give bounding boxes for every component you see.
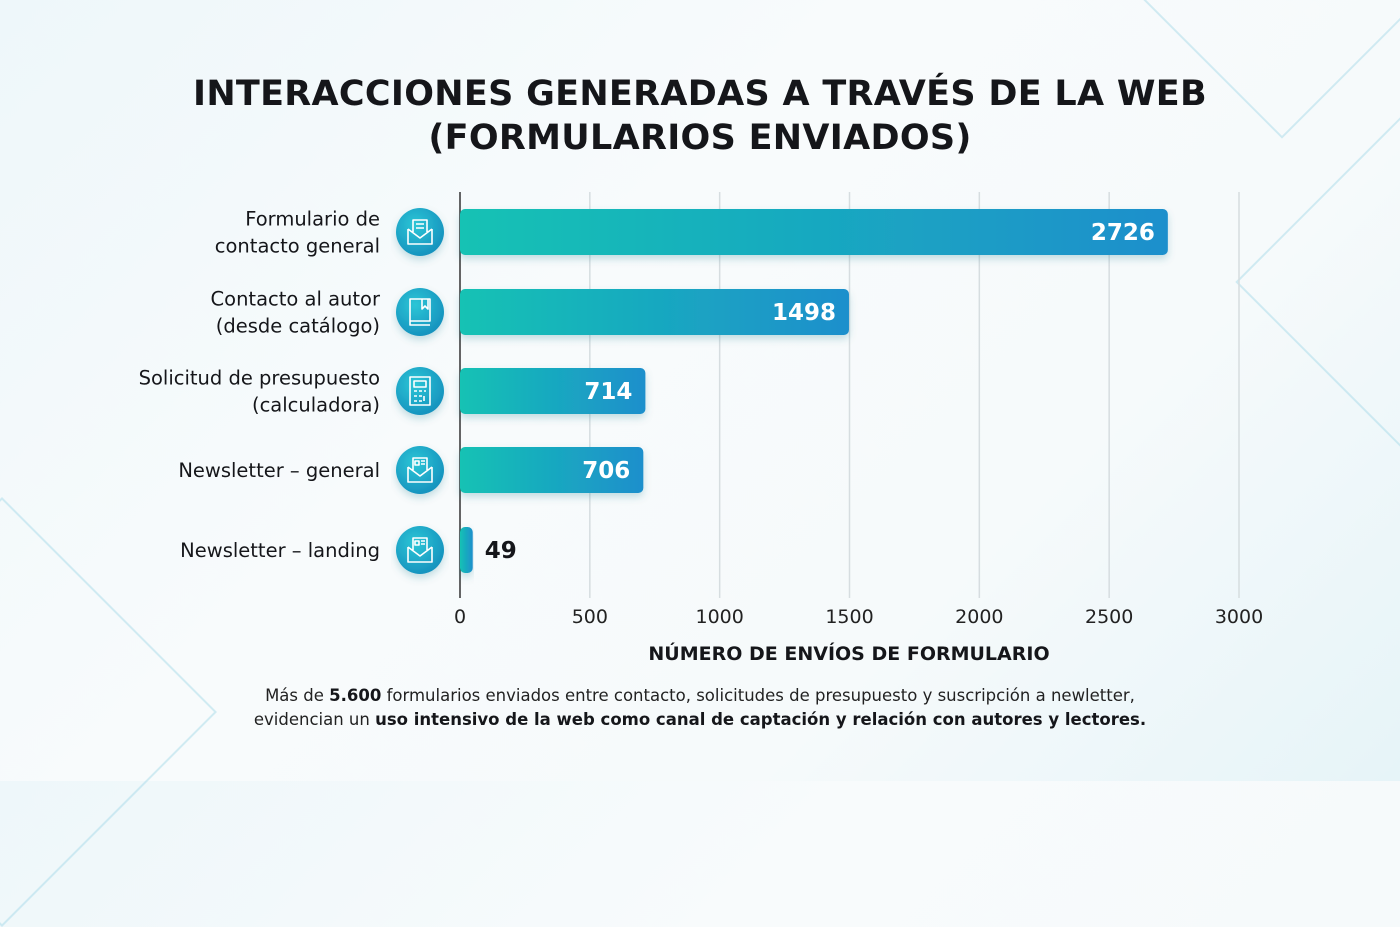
footer-highlight: 5.600 [329, 686, 382, 705]
x-tick-label: 2000 [955, 606, 1003, 628]
category-label: Contacto al autor [211, 288, 381, 311]
chart-title-line-2: (FORMULARIOS ENVIADOS) [428, 118, 972, 158]
category-label: Newsletter – general [178, 459, 380, 482]
x-tick-label: 1500 [825, 606, 873, 628]
chart-title-line-1: INTERACCIONES GENERADAS A TRAVÉS DE LA W… [193, 74, 1207, 114]
bar [460, 289, 849, 335]
footer-text: formularios enviados entre contacto, sol… [381, 686, 1135, 705]
category-label: Solicitud de presupuesto [139, 367, 380, 390]
x-tick-label: 2500 [1085, 606, 1133, 628]
icon-circle [396, 526, 444, 574]
icon-circle [396, 208, 444, 256]
bar-value-label: 706 [582, 458, 630, 484]
footer-highlight: uso intensivo de la web como canal de ca… [375, 710, 1147, 729]
x-tick-label: 3000 [1215, 606, 1263, 628]
bar-chart: 0 500 1000 1500 2000 2500 3000 2726 Formulario d… [139, 192, 1263, 665]
open-envelope-letter-icon-glyph [407, 219, 433, 245]
category-label: contacto general [215, 235, 380, 258]
newsletter-envelope-icon-glyph [407, 457, 433, 483]
x-tick-label: 0 [454, 606, 466, 628]
calculator-icon [396, 367, 444, 415]
bar [460, 447, 644, 493]
footer-note: Más de 5.600 formularios enviados entre … [0, 684, 1400, 732]
bar [460, 368, 646, 414]
newsletter-envelope-icon [396, 526, 444, 574]
x-tick-label: 500 [572, 606, 608, 628]
bar-value-label: 1498 [772, 300, 836, 326]
bar-value-label: 2726 [1091, 220, 1155, 246]
calculator-icon-glyph [409, 376, 431, 406]
category-label: Formulario de [245, 208, 380, 231]
newsletter-envelope-icon [396, 446, 444, 494]
icon-circle [396, 288, 444, 336]
bar [460, 209, 1168, 255]
bar-value-label: 49 [485, 538, 517, 564]
footer-text: evidencian un [253, 710, 376, 729]
newsletter-envelope-icon-glyph [407, 537, 433, 563]
x-tick-label: 1000 [695, 606, 743, 628]
footer-line-1: Más de 5.600 formularios enviados entre … [0, 684, 1400, 708]
chart-title: INTERACCIONES GENERADAS A TRAVÉS DE LA W… [0, 72, 1400, 160]
footer-text: Más de [265, 686, 330, 705]
category-label: Newsletter – landing [180, 539, 380, 562]
icon-circle [396, 446, 444, 494]
bar-value-label: 714 [584, 379, 632, 405]
book-icon [396, 288, 444, 336]
category-label: (calculadora) [252, 394, 380, 417]
open-envelope-letter-icon [396, 208, 444, 256]
category-label: (desde catálogo) [216, 315, 380, 338]
book-icon-glyph [409, 298, 431, 326]
x-axis-label: NÚMERO DE ENVÍOS DE FORMULARIO [648, 641, 1049, 665]
footer-line-2: evidencian un uso intensivo de la web co… [0, 708, 1400, 732]
bar [460, 527, 473, 573]
